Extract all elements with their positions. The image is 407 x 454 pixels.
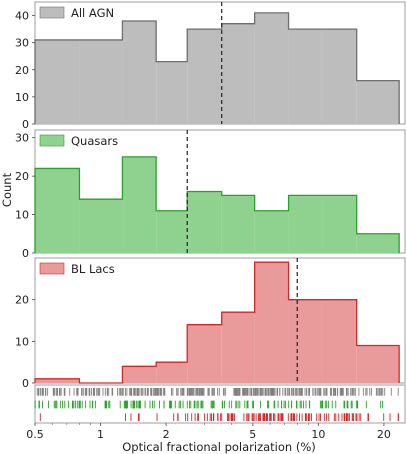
x-tick-label: 5: [249, 428, 256, 441]
histogram-bar: [254, 262, 289, 383]
histogram-bar: [79, 199, 123, 253]
histogram-bar: [288, 299, 323, 383]
histogram-outline: [34, 156, 400, 253]
x-tick-label: 2: [163, 428, 170, 441]
legend: All AGN: [39, 6, 114, 20]
x-tick-label: 10: [311, 428, 325, 441]
histogram-bar: [35, 378, 80, 383]
x-axis: 0.5 1 2 5 10 20: [26, 423, 391, 441]
y-tick-label: 10: [15, 335, 29, 348]
histogram-bar: [322, 299, 357, 383]
y-tick-label: 20: [15, 294, 29, 307]
histogram-bar: [35, 39, 80, 125]
y-tick-label: 0: [22, 247, 29, 260]
legend-label: All AGN: [71, 6, 114, 20]
histogram-bar: [221, 23, 255, 124]
rug-plot: [34, 384, 406, 424]
y-tick-label: 30: [15, 132, 29, 145]
histogram-bars: [35, 262, 400, 383]
histogram-bar: [187, 29, 222, 124]
rug-row-all-agn: [36, 388, 399, 396]
y-tick-label: 10: [15, 91, 29, 104]
histogram-bar: [156, 362, 188, 383]
y-tick-label: 30: [15, 37, 29, 50]
histogram-outline: [34, 261, 400, 384]
histogram-bar: [221, 195, 255, 253]
panel-quasars: 0 10 20 30 Quasars: [15, 129, 406, 260]
legend: Quasars: [39, 134, 118, 148]
histogram-bar: [288, 195, 323, 253]
y-tick-label: 40: [15, 10, 29, 23]
legend-swatch: [39, 262, 65, 275]
histogram-bar: [254, 12, 289, 124]
histogram-bars: [35, 156, 400, 253]
x-axis-label: Optical fractional polarization (%): [122, 440, 316, 454]
y-axis-ticks: 0 10 20: [15, 294, 35, 390]
rug-row-quasars: [34, 400, 384, 409]
y-axis-label: Count: [0, 172, 14, 207]
legend-label: BL Lacs: [71, 262, 115, 276]
histogram-bar: [122, 366, 157, 383]
rug-row-bl-lacs: [39, 413, 399, 421]
x-tick-label: 0.5: [26, 428, 44, 441]
histogram-bar: [156, 61, 188, 124]
panel-bl-lacs: 0 10 20 BL Lacs: [15, 257, 406, 390]
y-tick-label: 0: [22, 118, 29, 131]
panel-all-agn: 0 10 20 30 40 All AGN: [15, 1, 406, 131]
histogram-bar: [187, 324, 222, 383]
histogram-bar: [122, 156, 157, 253]
x-tick-label: 1: [97, 428, 104, 441]
histogram-bar: [356, 80, 400, 124]
legend-swatch: [39, 134, 65, 147]
histogram-bar: [322, 29, 357, 124]
y-tick-label: 10: [15, 209, 29, 222]
legend-label: Quasars: [71, 134, 118, 148]
histogram-bar: [356, 345, 400, 383]
histogram-bar: [187, 191, 222, 253]
x-tick-label: 20: [377, 428, 391, 441]
histogram-bar: [35, 168, 80, 253]
legend-swatch: [39, 6, 65, 19]
histogram-bar: [156, 210, 188, 253]
y-axis-ticks: 0 10 20 30: [15, 132, 35, 260]
histogram-bar: [356, 233, 400, 253]
y-axis-ticks: 0 10 20 30 40: [15, 10, 35, 131]
histogram-panels: 0 10 20 30 40 All AGN 0 10 20 30 Quasars 0 10 20 BL La…: [15, 1, 406, 390]
histogram-bar: [322, 195, 357, 253]
histogram-bar: [288, 29, 323, 124]
legend: BL Lacs: [39, 262, 115, 276]
histogram-bar: [221, 312, 255, 383]
y-tick-label: 20: [15, 64, 29, 77]
histogram-bars: [35, 12, 400, 125]
y-tick-label: 0: [22, 377, 29, 390]
y-tick-label: 20: [15, 170, 29, 183]
histogram-bar: [254, 210, 289, 253]
histogram-bar: [122, 20, 157, 125]
histogram-bar: [79, 39, 123, 125]
